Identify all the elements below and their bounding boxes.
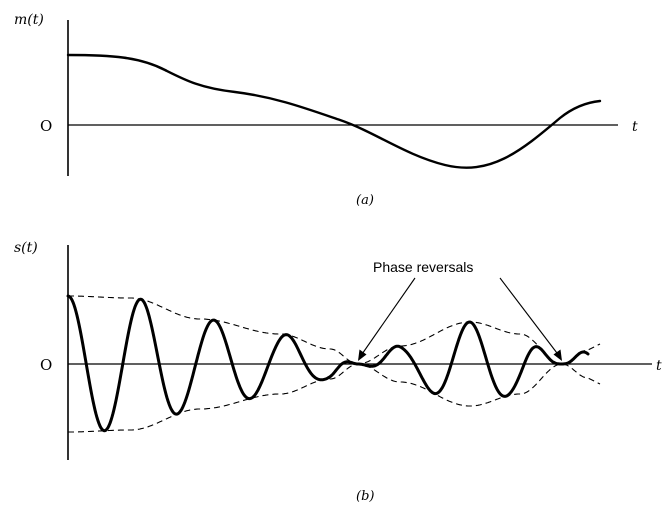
- phase-reversal-arrowhead-2: [553, 349, 562, 361]
- panel-a: m(t) O t (a): [14, 12, 638, 208]
- phase-reversal-arrowhead-1: [358, 349, 367, 361]
- phase-reversal-arrow-2: [499, 277, 561, 358]
- panel-b-zero-label: O: [40, 356, 52, 374]
- modulated-carrier-curve: [66, 294, 590, 433]
- panel-b-caption: (b): [356, 489, 374, 504]
- panel-b-y-label: s(t): [14, 240, 38, 256]
- phase-reversals-label: Phase reversals: [373, 259, 473, 275]
- panel-a-zero-label: O: [40, 117, 52, 135]
- panel-b: Phase reversals s(t) O t (b): [14, 240, 662, 504]
- panel-a-x-label: t: [632, 119, 638, 135]
- panel-a-caption: (a): [356, 193, 374, 208]
- panel-b-x-label: t: [656, 358, 662, 374]
- phase-reversal-arrow-1: [359, 277, 416, 358]
- message-signal-curve: [66, 53, 602, 169]
- panel-a-y-label: m(t): [14, 12, 44, 28]
